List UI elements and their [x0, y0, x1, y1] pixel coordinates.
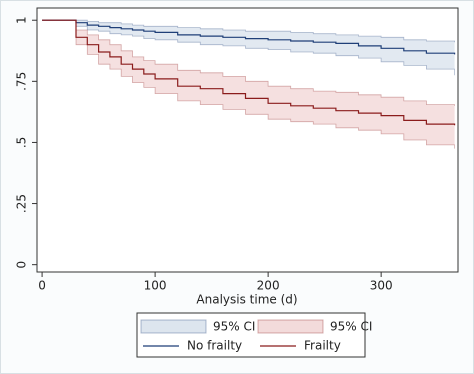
y-tick-label: .75: [15, 72, 29, 91]
ci-upper: [42, 19, 456, 43]
legend-ci-swatch: [140, 319, 207, 334]
ci-lower: [42, 19, 456, 76]
ci-band: [42, 20, 455, 149]
ci-upper: [42, 19, 456, 106]
survival-line: [42, 19, 456, 126]
survival-line: [42, 19, 456, 55]
legend-label: 95% CI: [330, 320, 372, 334]
y-tick-label: .5: [15, 137, 29, 148]
legend-label: 95% CI: [213, 320, 255, 334]
x-tick-label: 0: [38, 279, 46, 293]
x-tick-label: 100: [144, 279, 167, 293]
ci-lower: [42, 19, 456, 149]
x-tick-label: 200: [257, 279, 280, 293]
x-tick-label: 300: [370, 279, 393, 293]
legend-label: Frailty: [304, 339, 341, 353]
legend-ci-swatch: [257, 319, 324, 334]
x-axis-title: Analysis time (d): [196, 293, 297, 307]
legend-label: No frailty: [187, 339, 242, 353]
y-tick-label: .25: [15, 194, 29, 213]
ci-band: [42, 20, 455, 76]
y-tick-label: 1: [15, 16, 29, 24]
y-tick-label: 0: [15, 261, 29, 269]
